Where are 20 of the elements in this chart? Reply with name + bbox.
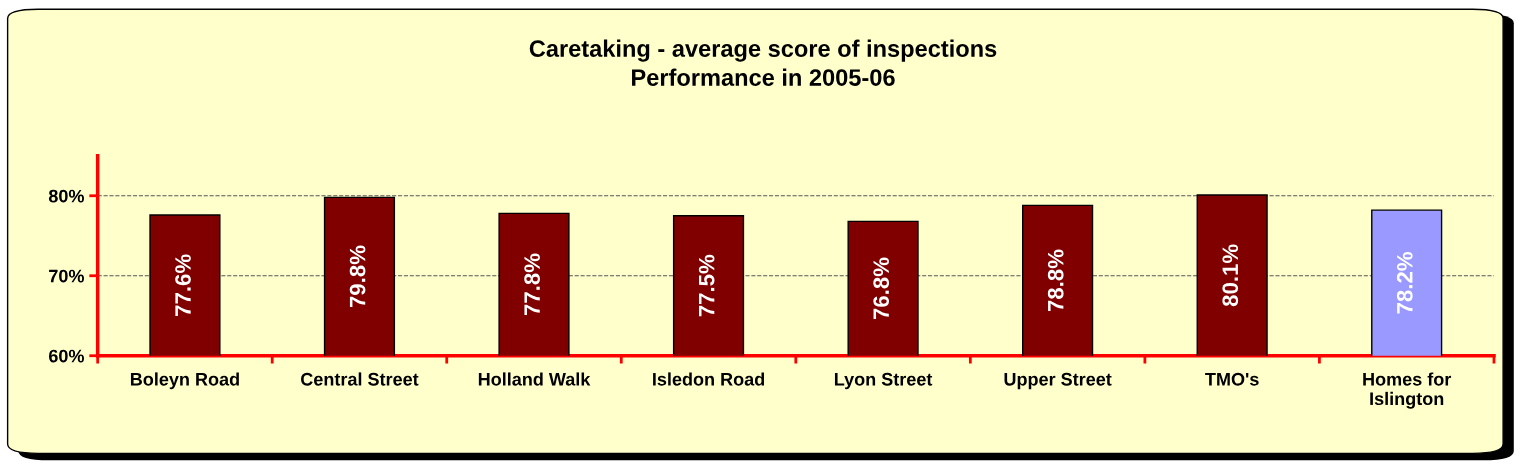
data-label: 79.8% bbox=[349, 245, 366, 308]
y-tick-label: 60% bbox=[48, 349, 84, 363]
x-tick-label: Lyon Street bbox=[834, 372, 933, 390]
y-tick-label: 80% bbox=[48, 189, 84, 203]
x-tick-label: Homes for Islington bbox=[1363, 372, 1452, 409]
chart-title: Caretaking - average score of inspections Performance in 2005-06 bbox=[529, 39, 997, 86]
x-tick-label: Isledon Road bbox=[653, 372, 765, 386]
data-label: 77.8% bbox=[524, 253, 540, 316]
data-label: 77.5% bbox=[698, 254, 715, 317]
data-label: 77.6% bbox=[175, 254, 191, 316]
data-label: 76.8% bbox=[873, 257, 890, 320]
x-tick-label: Holland Walk bbox=[478, 372, 591, 386]
data-label: 78.2% bbox=[1396, 252, 1413, 314]
x-tick-label: Boleyn Road bbox=[130, 372, 239, 390]
x-tick-label: Central Street bbox=[301, 372, 419, 386]
data-label: 78.8% bbox=[1047, 249, 1064, 312]
x-tick-label: TMO's bbox=[1205, 372, 1259, 386]
data-label: 80.1% bbox=[1222, 244, 1239, 307]
x-tick-label: Upper Street bbox=[1004, 372, 1112, 390]
y-tick-label: 70% bbox=[49, 269, 84, 283]
